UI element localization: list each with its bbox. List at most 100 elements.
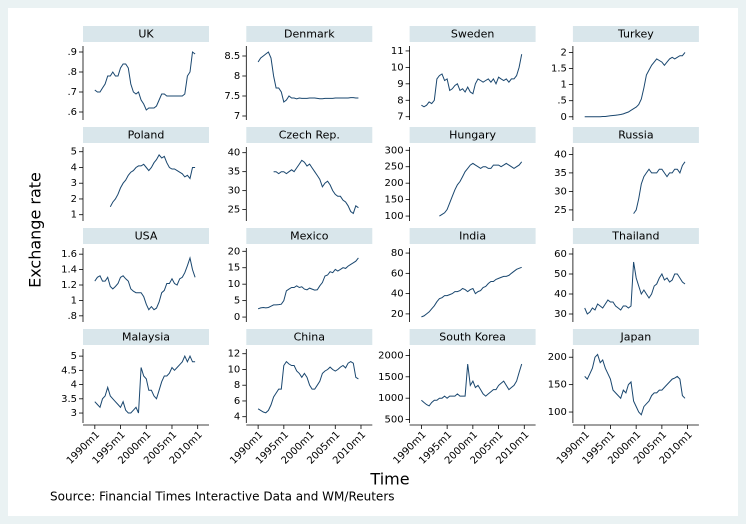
panel-title: South Korea [439, 331, 506, 344]
y-tick-label: 1.2 [61, 280, 77, 291]
series-line [257, 360, 359, 414]
y-tick-label: 1500 [378, 372, 403, 383]
y-tick-label: 0 [561, 112, 567, 123]
y-tick-label: 7 [234, 111, 240, 122]
y-tick-label: 150 [385, 195, 404, 206]
y-tick-label: 200 [385, 178, 404, 189]
y-tick-label: 1.4 [61, 265, 77, 276]
y-tick-label: 60 [554, 249, 567, 260]
y-tick-label: 30 [554, 309, 567, 320]
series-line [439, 161, 523, 217]
panel-strip [246, 329, 373, 345]
y-tick-label: 1000 [378, 393, 403, 404]
y-tick-label: 8 [234, 380, 240, 391]
panel-title: Hungary [449, 129, 496, 142]
y-tick-label: 6 [234, 396, 240, 407]
series-line [257, 51, 359, 103]
series-line [421, 363, 523, 407]
panel-title: UK [138, 28, 154, 41]
y-tick-label: 40 [391, 289, 404, 300]
y-tick-label: 0 [234, 312, 240, 323]
y-tick-label: 100 [385, 211, 404, 222]
series-line [94, 354, 196, 414]
y-tick-label: 4.5 [61, 365, 77, 376]
y-tick-label: 35 [554, 168, 567, 179]
y-tick-label: 40 [554, 149, 567, 160]
y-tick-label: 7.5 [224, 91, 240, 102]
y-tick-label: 25 [228, 205, 241, 216]
y-tick-label: 60 [391, 268, 404, 279]
y-tick-label: 1.5 [551, 64, 567, 75]
panel-title: Denmark [284, 28, 335, 41]
panel-title: China [294, 331, 325, 344]
series-line [584, 52, 686, 118]
series-line [94, 51, 196, 111]
y-tick-label: 2000 [378, 350, 403, 361]
y-tick-label: .7 [67, 87, 77, 98]
y-tick-label: 8 [397, 95, 403, 106]
series-line [257, 257, 359, 310]
panel-title: USA [135, 230, 158, 243]
y-tick-label: 30 [554, 186, 567, 197]
panel-title: Mexico [290, 230, 329, 243]
series-line [109, 154, 196, 208]
y-tick-label: 5 [234, 296, 240, 307]
y-tick-label: 150 [548, 380, 567, 391]
panel-strip [572, 228, 699, 244]
y-tick-label: 40 [228, 148, 241, 159]
panel-strip [246, 127, 373, 143]
y-tick-label: 3.5 [61, 394, 77, 405]
panel-title: Russia [618, 129, 653, 142]
y-tick-label: 4 [71, 380, 77, 391]
y-tick-label: 3 [71, 408, 77, 419]
x-axis-title: Time [369, 470, 409, 489]
y-tick-label: 30 [228, 186, 241, 197]
panel-title: Malaysia [122, 331, 170, 344]
panel-title: Sweden [451, 28, 494, 41]
panel-strip [409, 127, 536, 143]
y-tick-label: 8.5 [224, 51, 240, 62]
y-tick-label: .8 [67, 311, 77, 322]
y-tick-label: 500 [385, 415, 404, 426]
y-tick-label: 100 [548, 407, 567, 418]
y-tick-label: 8 [234, 71, 240, 82]
panel-title: Thailand [611, 230, 659, 243]
series-line [584, 261, 686, 315]
panel-strip [572, 127, 699, 143]
y-tick-label: .8 [67, 67, 77, 78]
y-tick-label: .6 [67, 107, 77, 118]
y-tick-label: 5 [71, 351, 77, 362]
y-tick-label: 35 [228, 167, 241, 178]
y-tick-label: 12 [228, 349, 241, 360]
y-tick-label: 10 [228, 364, 241, 375]
panel-strip [572, 26, 699, 42]
y-tick-label: 4 [234, 412, 240, 423]
y-tick-label: .9 [67, 47, 77, 58]
panel-title: Czech Rep. [279, 129, 340, 142]
panel-strip [246, 228, 373, 244]
y-tick-label: 10 [391, 62, 404, 73]
panel-strip [83, 127, 209, 143]
y-tick-label: .5 [557, 96, 567, 107]
panel-title: Japan [620, 331, 652, 344]
panel-strip [409, 329, 536, 345]
y-tick-label: 5 [71, 147, 77, 158]
series-line [633, 161, 686, 214]
series-line [421, 266, 522, 318]
panel-strip [409, 228, 536, 244]
y-tick-label: 9 [397, 79, 403, 90]
series-line [94, 256, 196, 311]
series-line [421, 54, 523, 108]
y-tick-label: 2 [71, 194, 77, 205]
panel-strip [83, 228, 209, 244]
y-tick-label: 3 [71, 178, 77, 189]
y-tick-label: 10 [228, 279, 241, 290]
y-tick-label: 200 [548, 352, 567, 363]
panel-strip [572, 329, 699, 345]
plot-background [8, 8, 738, 516]
y-tick-label: 250 [385, 162, 404, 173]
y-tick-label: 4 [71, 162, 77, 173]
y-tick-label: 7 [397, 112, 403, 123]
